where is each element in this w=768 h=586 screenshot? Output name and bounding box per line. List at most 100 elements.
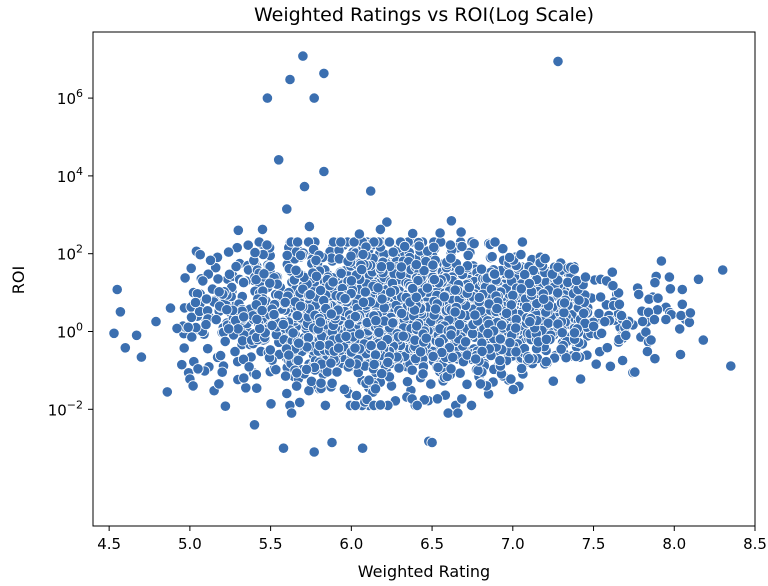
data-point — [310, 270, 323, 282]
data-point — [293, 337, 305, 349]
data-point — [649, 277, 661, 289]
data-point — [459, 336, 472, 348]
data-point — [555, 343, 567, 355]
data-point — [645, 334, 657, 346]
data-point — [429, 303, 442, 315]
data-point — [540, 333, 553, 345]
data-point — [281, 387, 293, 400]
data-point — [445, 329, 457, 341]
data-points — [108, 50, 737, 458]
data-point — [230, 260, 242, 273]
data-point — [353, 328, 366, 340]
data-point — [281, 249, 293, 261]
data-point — [238, 372, 250, 384]
data-point — [287, 327, 299, 339]
data-point — [258, 268, 270, 280]
data-point — [310, 254, 322, 266]
data-point — [335, 267, 347, 279]
data-point — [684, 307, 697, 319]
data-point — [335, 236, 347, 248]
data-point — [607, 280, 619, 292]
data-point — [629, 366, 641, 378]
data-point — [489, 236, 501, 248]
x-tick-label: 5.5 — [259, 535, 283, 553]
data-point — [349, 310, 361, 323]
data-point — [649, 353, 661, 365]
data-point — [636, 315, 649, 328]
data-point — [521, 301, 533, 313]
y-tick-label: 102 — [57, 243, 83, 264]
data-point — [308, 446, 320, 458]
data-point — [314, 284, 327, 296]
data-point — [486, 251, 498, 263]
data-point — [503, 251, 516, 264]
data-point — [285, 407, 298, 419]
data-point — [223, 268, 236, 280]
data-point — [432, 361, 444, 374]
data-point — [229, 345, 241, 358]
data-point — [674, 323, 686, 335]
data-point — [461, 378, 473, 390]
data-point — [468, 238, 480, 250]
data-point — [357, 248, 369, 260]
data-point — [410, 291, 422, 303]
data-point — [365, 339, 377, 352]
data-point — [510, 322, 522, 334]
data-point — [399, 240, 411, 253]
data-point — [519, 268, 531, 281]
data-point — [216, 366, 228, 378]
y-tick-label: 106 — [57, 87, 83, 108]
data-point — [264, 277, 276, 289]
data-point — [652, 292, 664, 304]
data-point — [232, 323, 244, 335]
data-point — [223, 323, 235, 335]
data-point — [319, 399, 331, 411]
data-point — [314, 316, 327, 328]
data-point — [372, 282, 384, 294]
data-point — [434, 227, 446, 239]
data-point — [540, 356, 552, 368]
data-point — [213, 378, 225, 390]
data-point — [332, 342, 345, 354]
data-point — [590, 358, 602, 370]
data-point — [633, 288, 645, 300]
data-point — [325, 308, 337, 320]
data-point — [558, 307, 570, 319]
data-point — [454, 264, 466, 276]
data-point — [243, 361, 255, 373]
data-point — [601, 342, 613, 354]
data-point — [552, 55, 564, 68]
data-point — [552, 287, 564, 299]
data-point — [339, 293, 351, 305]
data-point — [279, 370, 292, 382]
data-point — [640, 326, 652, 338]
data-point — [283, 349, 295, 361]
data-point — [442, 407, 454, 419]
data-point — [264, 260, 276, 273]
data-point — [250, 368, 262, 381]
data-point — [326, 436, 338, 449]
data-point — [264, 344, 276, 356]
data-point — [515, 283, 527, 295]
data-point — [412, 274, 424, 287]
data-point — [338, 383, 350, 395]
data-point — [547, 375, 559, 387]
data-point — [369, 383, 382, 395]
data-point — [556, 327, 568, 339]
data-point — [401, 376, 414, 388]
data-point — [616, 354, 629, 367]
y-axis-label: ROI — [9, 266, 28, 294]
data-point — [277, 442, 290, 454]
data-point — [297, 50, 309, 62]
data-point — [202, 343, 214, 355]
data-point — [606, 266, 618, 278]
data-point — [219, 335, 231, 347]
data-point — [219, 400, 231, 412]
data-point — [261, 239, 273, 251]
data-point — [302, 332, 314, 344]
y-tick-label: 100 — [57, 320, 83, 341]
data-point — [187, 380, 199, 392]
data-point — [327, 276, 339, 288]
data-point — [383, 236, 396, 248]
data-point — [523, 353, 535, 365]
